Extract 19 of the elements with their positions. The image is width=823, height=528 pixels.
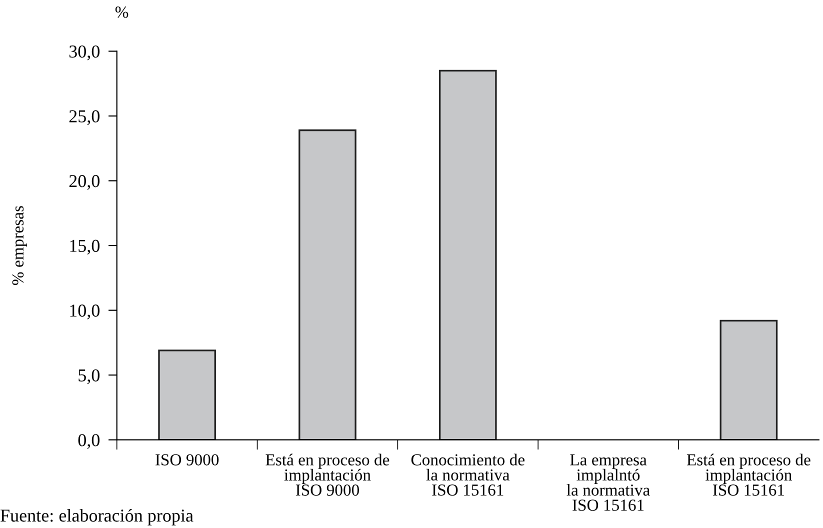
- bar: [298, 129, 356, 440]
- y-tick-label: 0,0: [78, 434, 100, 449]
- bar: [438, 70, 497, 440]
- text: %: [115, 6, 128, 18]
- x-tick-label: Conocimiento de la normativa ISO 15161: [411, 454, 524, 496]
- y-tick-label: 5,0: [78, 369, 100, 384]
- bar: [158, 350, 216, 440]
- y-tick-label: 20,0: [69, 175, 100, 190]
- y-tick-label: 30,0: [69, 45, 100, 60]
- y-tick-label: 10,0: [70, 304, 100, 320]
- x-tick-label: Está en proceso de implantación ISO 15161: [686, 454, 810, 496]
- x-tick-label: Está en proceso de implantación ISO 9000: [266, 454, 390, 496]
- y-tick-label: 15,0: [70, 240, 100, 255]
- x-tick-label: ISO 9000: [155, 454, 219, 466]
- y-tick-label: 25,0: [69, 110, 100, 126]
- y-axis-title: % empresas: [12, 206, 27, 285]
- source-note: Fuente: elaboración propia: [0, 508, 194, 526]
- bar: [720, 320, 778, 440]
- x-tick-label: La empresa implalntó la normativa ISO 15161: [566, 454, 650, 511]
